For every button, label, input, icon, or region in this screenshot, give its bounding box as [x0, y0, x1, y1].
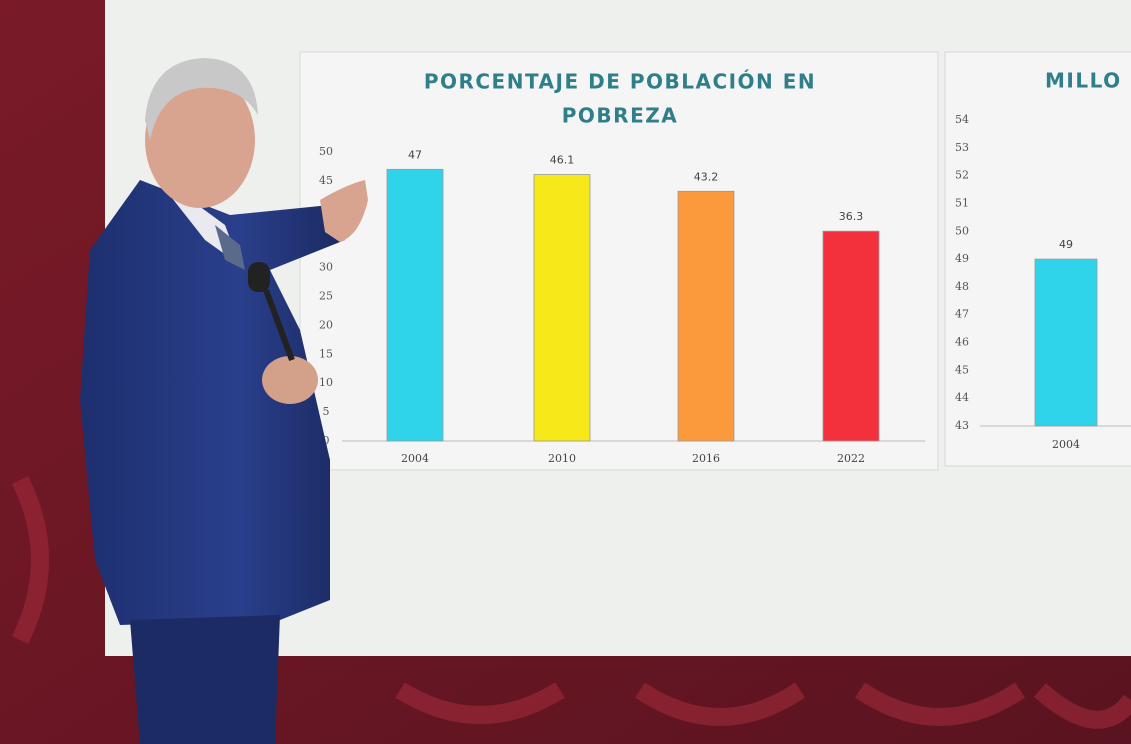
bar	[386, 168, 444, 442]
hand	[262, 356, 318, 404]
tie	[215, 225, 245, 270]
y-tick-label: 10	[319, 376, 333, 389]
y-tick-label: 45	[955, 363, 969, 376]
y-tick-label: 53	[955, 141, 969, 154]
chart-title: MILLO	[1045, 69, 1122, 93]
y-tick-label: 43	[955, 419, 969, 432]
charts: PORCENTAJE DE POBLACIÓN EN POBREZA 0 5 10 15 2…	[319, 69, 1131, 465]
chart-title: PORCENTAJE DE POBLACIÓN EN	[424, 70, 816, 94]
value-label: 43.2	[694, 170, 719, 183]
hair	[145, 58, 258, 140]
y-tick-label: 49	[955, 252, 969, 265]
y-tick-label: 54	[955, 113, 969, 126]
head	[145, 72, 255, 208]
chart-title: POBREZA	[562, 104, 678, 128]
y-tick-label: 25	[319, 290, 333, 303]
y-tick-label: 47	[955, 308, 969, 321]
microphone-stand	[263, 288, 295, 362]
value-label: 49	[1059, 238, 1073, 251]
bar	[677, 190, 735, 442]
bar	[1034, 258, 1098, 427]
y-tick-label: 50	[955, 224, 969, 237]
value-label: 47	[408, 148, 422, 161]
y-tick-label: 44	[955, 391, 969, 404]
x-tick-label: 2004	[1052, 438, 1080, 451]
y-tick-label: 0	[323, 434, 330, 447]
y-tick-label: 46	[955, 336, 969, 349]
y-tick-label: 52	[955, 169, 969, 182]
y-tick-label: 15	[319, 347, 333, 360]
presenter	[80, 58, 368, 744]
x-tick-label: 2010	[548, 452, 576, 465]
x-tick-label: 2016	[692, 452, 720, 465]
y-tick-label: 50	[319, 145, 333, 158]
y-tick-label: 5	[323, 405, 330, 418]
y-tick-label: 48	[955, 280, 969, 293]
trousers	[130, 615, 280, 744]
y-tick-label: 51	[955, 196, 969, 209]
bar	[822, 230, 880, 442]
value-label: 36.3	[839, 210, 864, 223]
x-tick-label: 2004	[401, 452, 429, 465]
backdrop-pattern	[11, 475, 1131, 729]
y-tick-label: 45	[319, 174, 333, 187]
hand	[320, 180, 368, 242]
y-tick-label: 20	[319, 318, 333, 331]
value-label: 46.1	[550, 154, 575, 167]
y-tick-label: 30	[319, 261, 333, 274]
bar	[533, 174, 591, 442]
suit-jacket	[80, 180, 345, 625]
x-tick-label: 2022	[837, 452, 865, 465]
microphone	[248, 262, 270, 292]
